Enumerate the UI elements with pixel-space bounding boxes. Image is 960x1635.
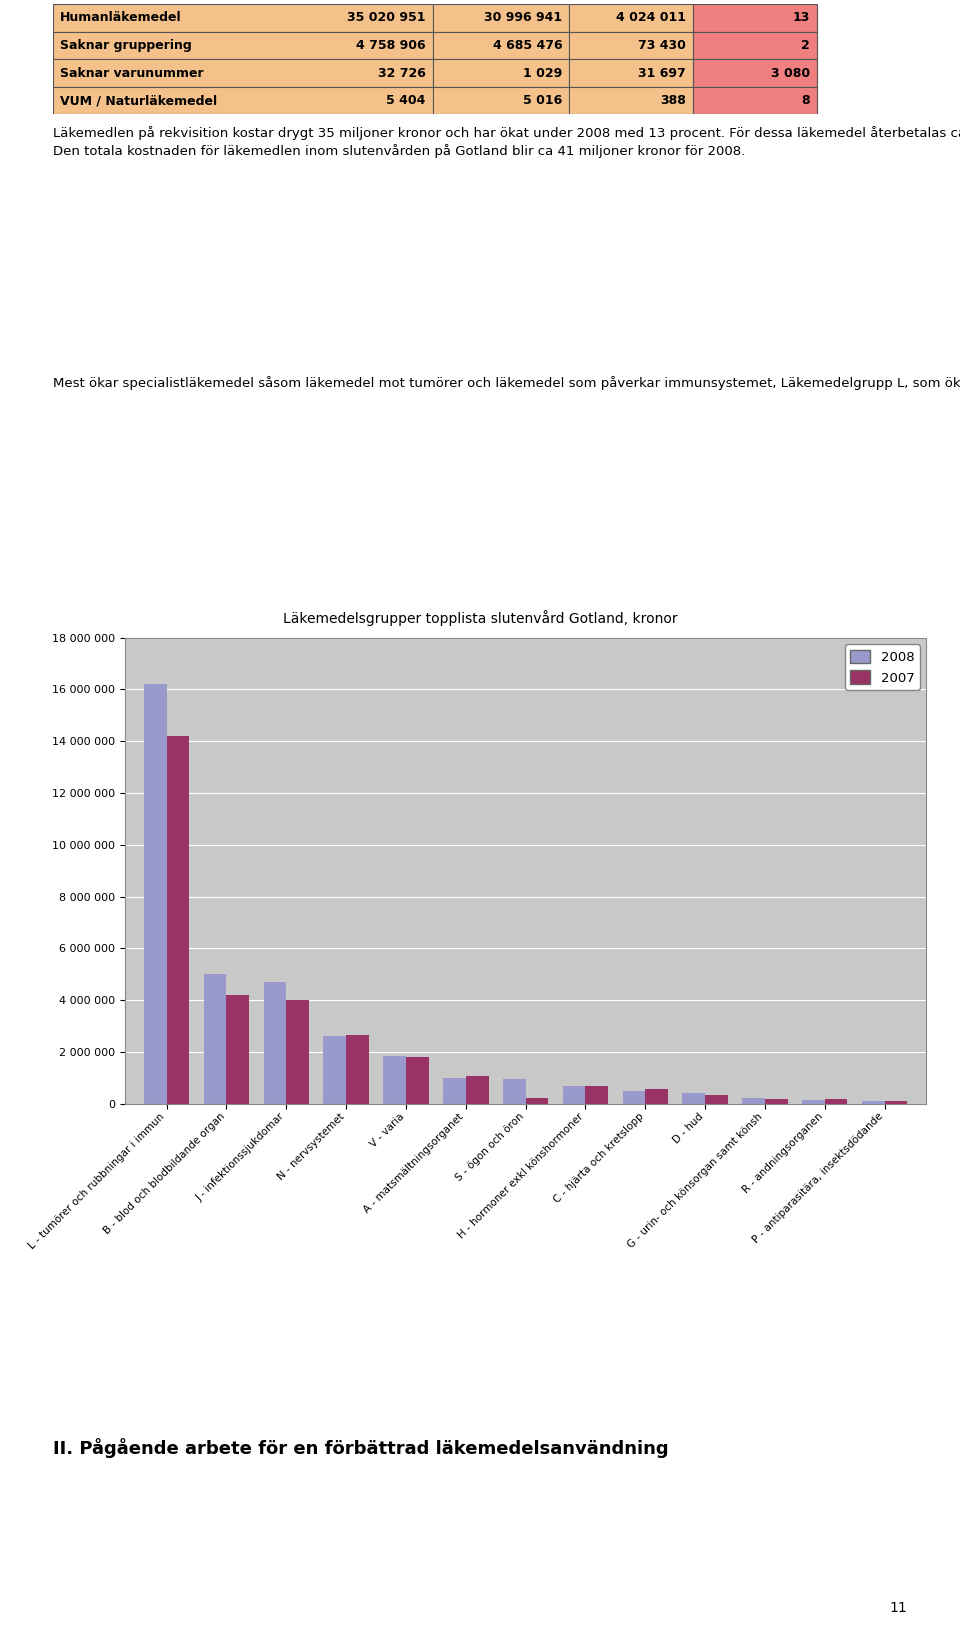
Bar — [144, 683, 167, 1104]
Text: 31 697: 31 697 — [638, 67, 686, 80]
Bar — [586, 1086, 608, 1104]
Bar — [264, 983, 286, 1104]
Bar — [347, 1035, 369, 1104]
Text: Mest ökar specialistläkemedel såsom läkemedel mot tumörer och läkemedel som påve: Mest ökar specialistläkemedel såsom läke… — [53, 376, 960, 391]
Text: VUM / Naturläkemedel: VUM / Naturläkemedel — [60, 95, 217, 108]
Bar — [802, 1100, 825, 1104]
Bar — [53, 87, 433, 114]
Text: 8: 8 — [801, 95, 809, 108]
Bar — [503, 1079, 525, 1104]
Bar — [683, 1094, 705, 1104]
Bar — [53, 59, 433, 87]
Bar — [569, 3, 693, 31]
Legend: 2008, 2007: 2008, 2007 — [845, 644, 920, 690]
Bar — [569, 59, 693, 87]
Bar — [167, 736, 189, 1104]
Text: 4 685 476: 4 685 476 — [492, 39, 563, 52]
Bar — [693, 3, 817, 31]
Bar — [466, 1076, 489, 1104]
Bar — [433, 31, 569, 59]
Bar — [825, 1099, 848, 1104]
Bar — [705, 1094, 728, 1104]
Bar — [53, 3, 433, 31]
Bar — [227, 994, 250, 1104]
Bar — [324, 1037, 347, 1104]
Text: 1 029: 1 029 — [523, 67, 563, 80]
Text: 32 726: 32 726 — [377, 67, 425, 80]
Text: Humanläkemedel: Humanläkemedel — [60, 11, 181, 25]
Bar — [693, 31, 817, 59]
Bar — [444, 1077, 466, 1104]
Bar — [525, 1099, 548, 1104]
Text: Läkemedelsgrupper topplista slutenvård Gotland, kronor: Läkemedelsgrupper topplista slutenvård G… — [282, 610, 678, 626]
Text: 388: 388 — [660, 95, 686, 108]
Text: 73 430: 73 430 — [638, 39, 686, 52]
Text: 4 024 011: 4 024 011 — [616, 11, 686, 25]
Bar — [765, 1099, 787, 1104]
Bar — [622, 1091, 645, 1104]
Bar — [862, 1100, 884, 1104]
Bar — [563, 1086, 586, 1104]
Bar — [53, 31, 433, 59]
Text: 11: 11 — [890, 1601, 907, 1615]
Bar — [884, 1100, 907, 1104]
Text: II. Pågående arbete för en förbättrad läkemedelsanvändning: II. Pågående arbete för en förbättrad lä… — [53, 1439, 668, 1458]
Bar — [433, 59, 569, 87]
Text: 5 016: 5 016 — [523, 95, 563, 108]
Text: 3 080: 3 080 — [771, 67, 809, 80]
Text: 30 996 941: 30 996 941 — [484, 11, 563, 25]
Bar — [693, 59, 817, 87]
Text: Läkemedlen på rekvisition kostar drygt 35 miljoner kronor och har ökat under 200: Läkemedlen på rekvisition kostar drygt 3… — [53, 126, 960, 159]
Bar — [383, 1056, 406, 1104]
Bar — [742, 1099, 765, 1104]
Text: Saknar varunummer: Saknar varunummer — [60, 67, 204, 80]
Text: Saknar gruppering: Saknar gruppering — [60, 39, 192, 52]
Bar — [569, 31, 693, 59]
Text: 5 404: 5 404 — [386, 95, 425, 108]
Text: 35 020 951: 35 020 951 — [347, 11, 425, 25]
Bar — [433, 3, 569, 31]
Bar — [645, 1089, 668, 1104]
Bar — [433, 87, 569, 114]
Bar — [406, 1056, 429, 1104]
Bar — [286, 1001, 309, 1104]
Text: 4 758 906: 4 758 906 — [356, 39, 425, 52]
Text: 13: 13 — [792, 11, 809, 25]
Bar — [569, 87, 693, 114]
Bar — [204, 974, 227, 1104]
Text: 2: 2 — [801, 39, 809, 52]
Bar — [693, 87, 817, 114]
